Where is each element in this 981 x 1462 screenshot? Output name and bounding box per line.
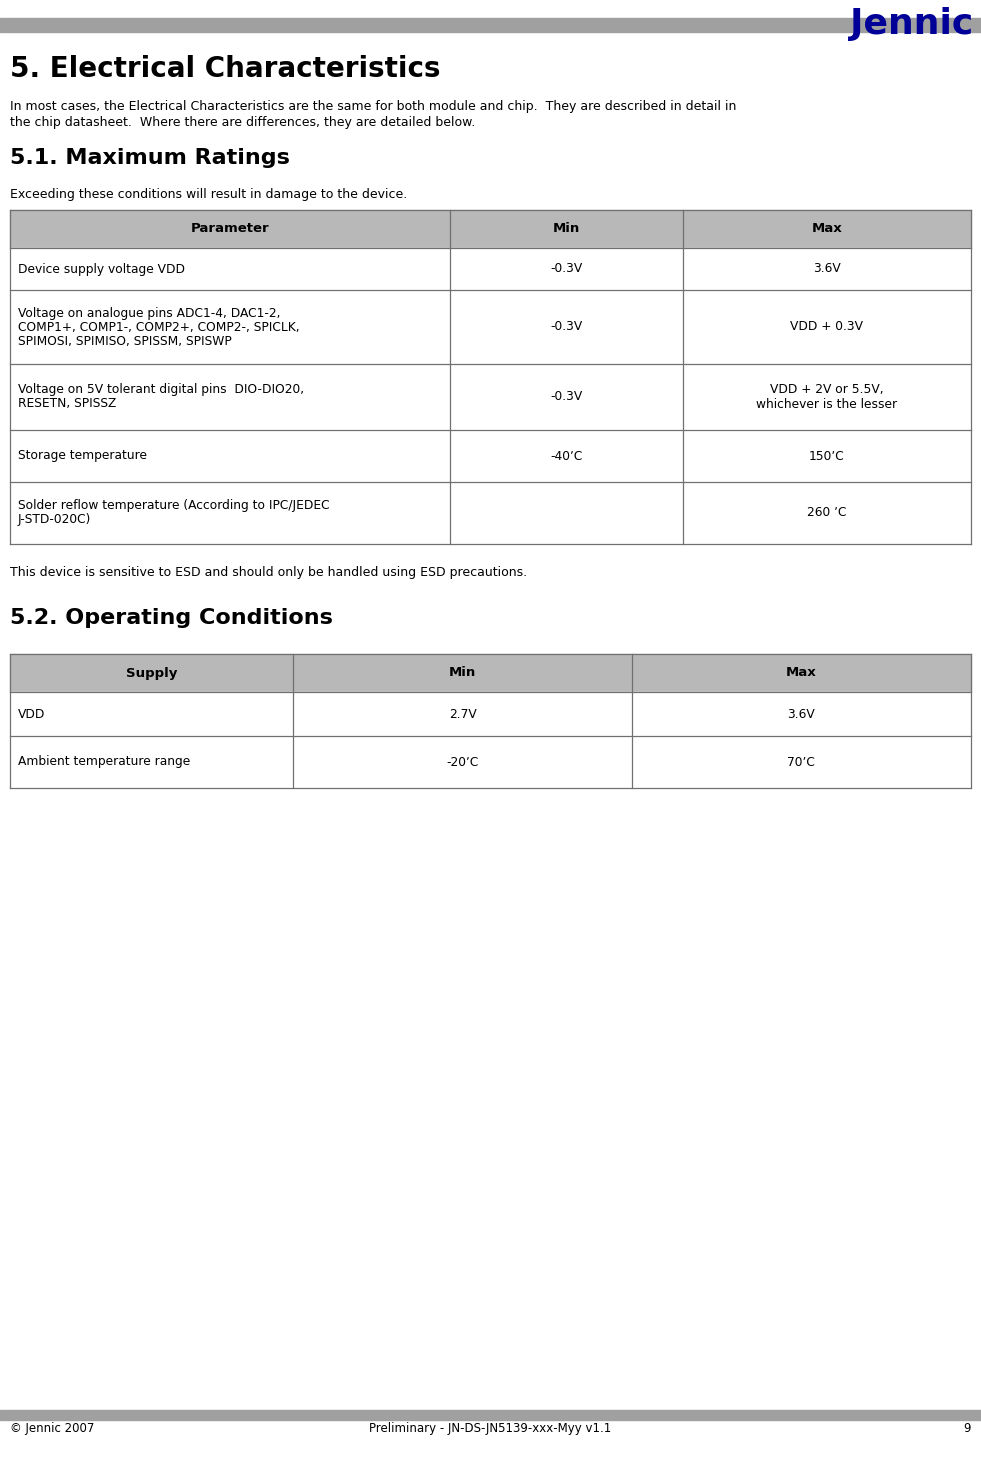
Text: 150ʼC: 150ʼC — [809, 449, 845, 462]
Text: -20ʼC: -20ʼC — [446, 756, 479, 769]
Text: In most cases, the Electrical Characteristics are the same for both module and c: In most cases, the Electrical Characteri… — [10, 99, 737, 113]
Text: © Jennic 2007: © Jennic 2007 — [10, 1423, 94, 1436]
Text: 2.7V: 2.7V — [448, 708, 477, 721]
Text: COMP1+, COMP1-, COMP2+, COMP2-, SPICLK,: COMP1+, COMP1-, COMP2+, COMP2-, SPICLK, — [18, 320, 299, 333]
Text: 3.6V: 3.6V — [813, 263, 841, 275]
Text: 3.6V: 3.6V — [788, 708, 815, 721]
Text: 5. Electrical Characteristics: 5. Electrical Characteristics — [10, 56, 440, 83]
Text: Min: Min — [553, 222, 580, 235]
Text: Parameter: Parameter — [190, 222, 270, 235]
Text: -0.3V: -0.3V — [550, 320, 583, 333]
Text: -40ʼC: -40ʼC — [550, 449, 583, 462]
Text: 70ʼC: 70ʼC — [788, 756, 815, 769]
Bar — [0, 1409, 981, 1420]
Text: Voltage on analogue pins ADC1-4, DAC1-2,: Voltage on analogue pins ADC1-4, DAC1-2, — [18, 307, 281, 320]
Text: Storage temperature: Storage temperature — [18, 449, 147, 462]
Text: VDD + 0.3V: VDD + 0.3V — [791, 320, 863, 333]
Bar — [10, 211, 971, 249]
Text: RESETN, SPISSZ: RESETN, SPISSZ — [18, 398, 117, 411]
Bar — [10, 482, 971, 544]
Text: J-STD-020C): J-STD-020C) — [18, 513, 91, 526]
Text: Supply: Supply — [127, 667, 178, 680]
Text: 5.2. Operating Conditions: 5.2. Operating Conditions — [10, 608, 333, 629]
Text: Voltage on 5V tolerant digital pins  DIO-DIO20,: Voltage on 5V tolerant digital pins DIO-… — [18, 383, 304, 396]
Bar — [10, 654, 971, 692]
Text: 9: 9 — [963, 1423, 971, 1436]
Text: Solder reflow temperature (According to IPC/JEDEC: Solder reflow temperature (According to … — [18, 500, 330, 513]
Bar — [10, 692, 971, 735]
Bar — [10, 364, 971, 430]
Text: Device supply voltage VDD: Device supply voltage VDD — [18, 263, 185, 275]
Bar — [0, 18, 981, 32]
Text: -0.3V: -0.3V — [550, 263, 583, 275]
Text: Jennic: Jennic — [850, 7, 973, 41]
Text: Preliminary - JN-DS-JN5139-xxx-Myy v1.1: Preliminary - JN-DS-JN5139-xxx-Myy v1.1 — [370, 1423, 611, 1436]
Text: Max: Max — [811, 222, 843, 235]
Text: -0.3V: -0.3V — [550, 390, 583, 404]
Bar — [10, 289, 971, 364]
Bar — [10, 430, 971, 482]
Text: 5.1. Maximum Ratings: 5.1. Maximum Ratings — [10, 148, 289, 168]
Text: VDD + 2V or 5.5V,: VDD + 2V or 5.5V, — [770, 383, 884, 396]
Bar — [10, 735, 971, 788]
Text: This device is sensitive to ESD and should only be handled using ESD precautions: This device is sensitive to ESD and shou… — [10, 566, 527, 579]
Bar — [10, 249, 971, 289]
Text: whichever is the lesser: whichever is the lesser — [756, 398, 898, 411]
Text: SPIMOSI, SPIMISO, SPISSM, SPISWP: SPIMOSI, SPIMISO, SPISSM, SPISWP — [18, 335, 232, 348]
Text: Ambient temperature range: Ambient temperature range — [18, 756, 190, 769]
Text: Exceeding these conditions will result in damage to the device.: Exceeding these conditions will result i… — [10, 189, 407, 200]
Text: VDD: VDD — [18, 708, 45, 721]
Text: 260 ʼC: 260 ʼC — [807, 506, 847, 519]
Text: the chip datasheet.  Where there are differences, they are detailed below.: the chip datasheet. Where there are diff… — [10, 115, 475, 129]
Text: Max: Max — [786, 667, 817, 680]
Text: Min: Min — [449, 667, 476, 680]
